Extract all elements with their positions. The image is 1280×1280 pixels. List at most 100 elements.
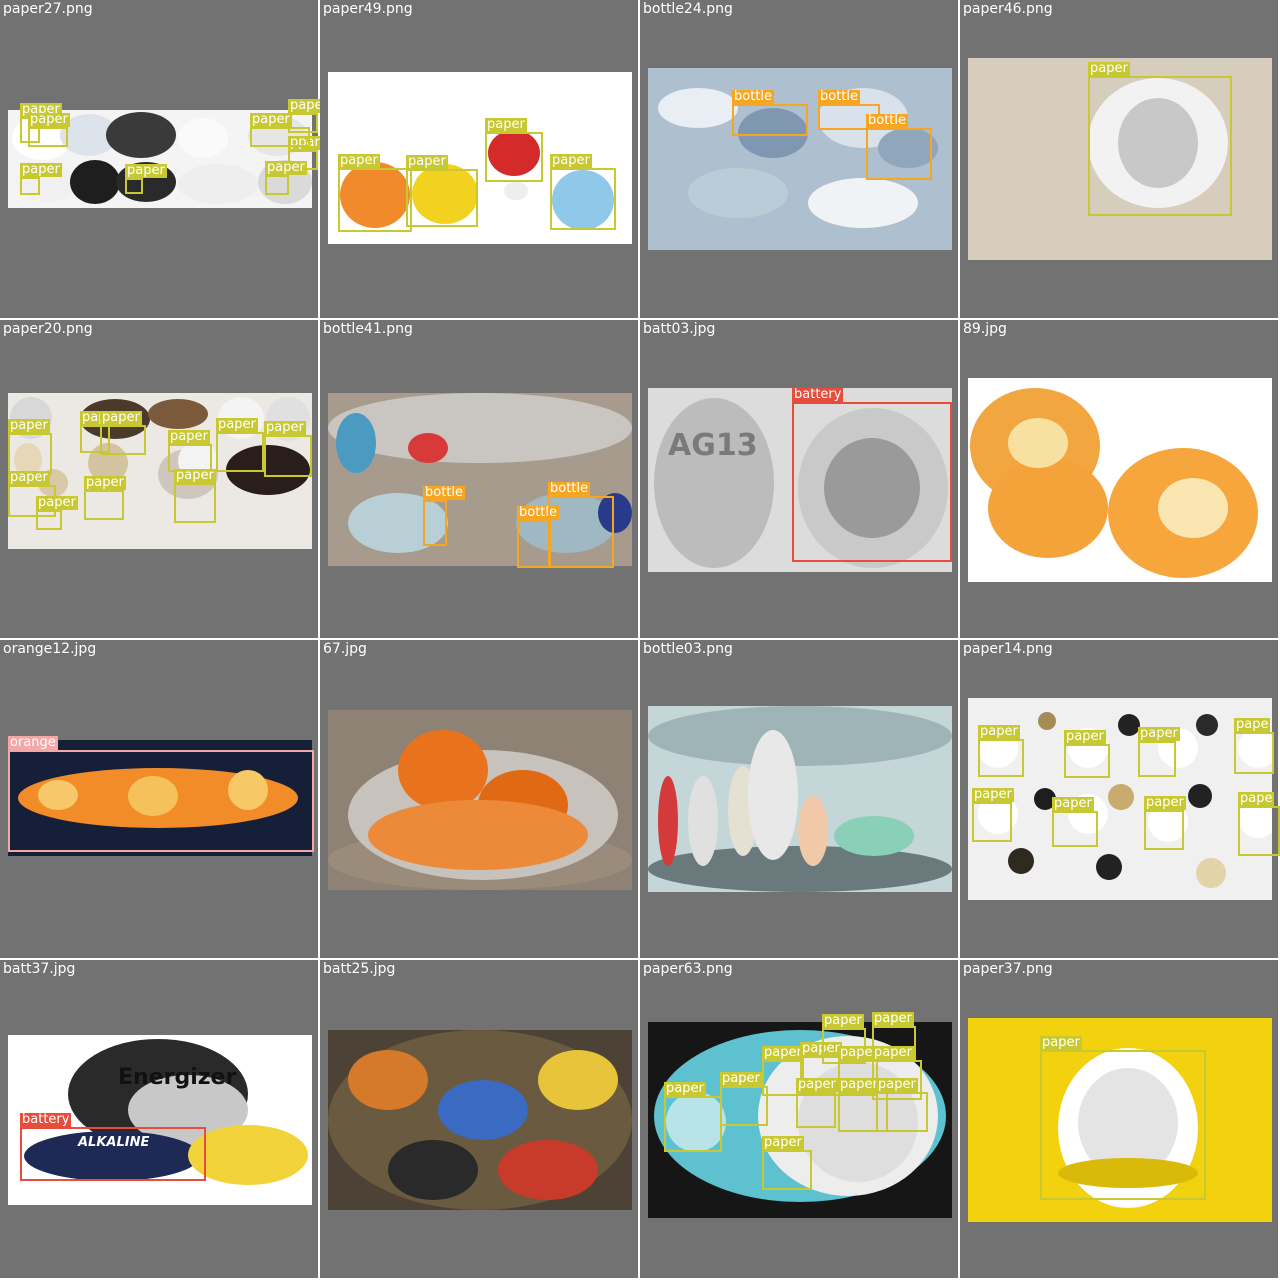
paper-detection-box — [100, 425, 146, 455]
grid-tile[interactable]: paper27.png — [0, 0, 318, 318]
grid-tile[interactable]: bottle03.png — [640, 640, 958, 958]
grid-tile[interactable]: paper46.png — [960, 0, 1278, 318]
tile-filename: 67.jpg — [323, 641, 367, 657]
image-shape — [658, 776, 678, 866]
tile-filename: paper49.png — [323, 1, 413, 17]
detection-label: paper — [485, 117, 527, 132]
grid-tile[interactable]: 89.jpg — [960, 320, 1278, 638]
image-shape — [1188, 784, 1212, 808]
grid-tile[interactable]: batt25.jpg — [320, 960, 638, 1278]
detection-label: paper — [84, 475, 126, 490]
tile-image — [328, 1030, 632, 1210]
image-shape — [878, 128, 938, 168]
paper-detection-box — [762, 1150, 812, 1190]
paper-detection-box — [1238, 806, 1280, 856]
paper-detection-box — [216, 432, 264, 472]
paper-detection-box — [264, 435, 312, 477]
image-shape — [1034, 788, 1056, 810]
detection-label: paper — [8, 418, 50, 433]
grid-tile[interactable]: bottle24.png — [640, 0, 958, 318]
grid-tile[interactable]: bottle41.png — [320, 320, 638, 638]
tile-filename: paper14.png — [963, 641, 1053, 657]
bottle-detection-box — [732, 104, 808, 136]
image-shape — [1118, 98, 1198, 188]
image-shape — [798, 796, 828, 866]
detection-label: paper — [168, 429, 210, 444]
image-shape — [1108, 784, 1134, 810]
tile-filename: paper37.png — [963, 961, 1053, 977]
grid-tile[interactable]: 67.jpg — [320, 640, 638, 958]
image-shape — [1008, 418, 1068, 468]
bottle-detection-box — [423, 500, 447, 546]
detection-label: paper — [1088, 61, 1130, 76]
paper-detection-box — [664, 1096, 722, 1152]
paper-detection-box — [550, 168, 616, 230]
image-shape — [738, 108, 808, 158]
tile-image: Energizer ALKALINE — [8, 1035, 312, 1205]
printed-text: ALKALINE — [78, 1135, 150, 1150]
image-shape — [834, 816, 914, 856]
image-shape — [988, 458, 1108, 558]
image-shape — [336, 413, 376, 473]
paper-detection-box — [876, 1092, 928, 1132]
detection-label: paper — [338, 153, 380, 168]
detection-label: bottle — [423, 485, 466, 500]
image-shape — [398, 730, 488, 810]
detection-label: paper — [174, 468, 216, 483]
image-shape — [328, 393, 632, 463]
image-shape — [412, 164, 478, 224]
image-shape — [1238, 728, 1272, 768]
detection-label: paper — [762, 1045, 804, 1060]
tile-filename: bottle41.png — [323, 321, 413, 337]
image-shape — [1118, 714, 1140, 736]
image-shape — [666, 1092, 726, 1152]
tile-image — [968, 1018, 1272, 1222]
detection-label: paper — [822, 1013, 864, 1028]
detection-label: paper — [20, 162, 62, 177]
image-shape — [38, 780, 78, 810]
grid-tile[interactable]: AG13 batt03.jpg — [640, 320, 958, 638]
detection-label: bottle — [818, 89, 861, 104]
detection-label: paper — [1040, 1035, 1082, 1050]
tile-image — [8, 740, 312, 856]
detection-label: paper — [762, 1135, 804, 1150]
image-shape — [148, 399, 208, 429]
detection-label: pape — [1234, 717, 1271, 732]
image-shape — [408, 433, 448, 463]
detection-label: paper — [972, 787, 1014, 802]
bottle-detection-box — [866, 128, 932, 180]
paper-detection-box — [1040, 1050, 1206, 1200]
detection-label: bottle — [548, 481, 591, 496]
detection-label: paper — [406, 154, 448, 169]
image-shape — [70, 160, 120, 204]
detection-label: paper — [800, 1041, 842, 1056]
detection-label: paper — [1144, 795, 1186, 810]
image-shape — [1196, 714, 1218, 736]
image-shape — [106, 112, 176, 158]
paper-detection-box — [796, 1092, 836, 1128]
grid-tile[interactable]: paper37.png — [960, 960, 1278, 1278]
image-shape — [488, 130, 540, 176]
tile-filename: batt03.jpg — [643, 321, 716, 337]
tile-filename: batt25.jpg — [323, 961, 396, 977]
paper-detection-box — [838, 1092, 888, 1132]
tile-image — [968, 378, 1272, 582]
detection-label: paper — [250, 112, 292, 127]
image-shape — [538, 1050, 618, 1110]
detection-label: paper — [8, 470, 50, 485]
image-shape — [658, 88, 738, 128]
paper-detection-box — [125, 178, 143, 194]
grid-tile[interactable]: paper14.png — [960, 640, 1278, 958]
tile-image: AG13 — [648, 388, 952, 572]
grid-tile[interactable]: orange12.jpg — [0, 640, 318, 958]
image-shape — [228, 770, 268, 810]
paper-detection-box — [1052, 811, 1098, 847]
paper-detection-box — [84, 490, 124, 520]
detection-label: paper — [216, 417, 258, 432]
detection-label: paper — [1064, 729, 1106, 744]
image-shape — [688, 168, 788, 218]
image-shape — [24, 1131, 200, 1181]
paper-detection-box — [28, 127, 68, 147]
detection-label: pape — [1238, 791, 1275, 806]
grid-tile[interactable]: paper49.png — [320, 0, 638, 318]
